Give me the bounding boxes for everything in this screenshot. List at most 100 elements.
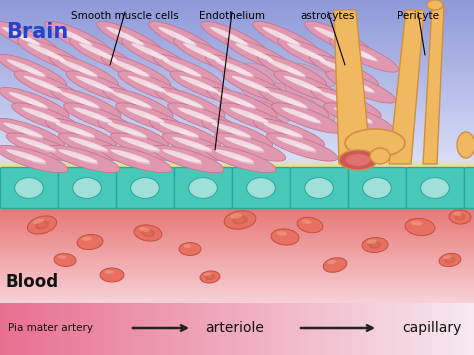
Ellipse shape [183,100,204,109]
Ellipse shape [215,60,253,76]
Ellipse shape [200,271,220,283]
Ellipse shape [152,203,157,208]
Ellipse shape [7,60,45,76]
Ellipse shape [298,203,303,208]
Ellipse shape [131,178,159,198]
Ellipse shape [262,27,300,45]
Ellipse shape [302,84,323,93]
Ellipse shape [183,244,191,248]
Ellipse shape [201,118,273,148]
Ellipse shape [250,84,271,93]
Ellipse shape [179,242,201,256]
Ellipse shape [439,253,461,267]
Ellipse shape [235,43,273,61]
Ellipse shape [125,36,145,46]
Ellipse shape [120,137,160,151]
Ellipse shape [253,21,321,56]
FancyBboxPatch shape [291,168,348,208]
Ellipse shape [58,133,130,161]
Ellipse shape [305,21,373,56]
Ellipse shape [367,203,372,208]
Ellipse shape [260,203,265,208]
Ellipse shape [100,268,124,282]
Ellipse shape [271,229,299,245]
Ellipse shape [222,71,292,103]
Ellipse shape [158,27,196,45]
Bar [0,168,474,208]
Ellipse shape [165,92,203,108]
FancyBboxPatch shape [174,168,233,208]
FancyBboxPatch shape [233,168,291,208]
Ellipse shape [214,133,286,161]
Ellipse shape [323,258,347,272]
Ellipse shape [0,87,69,119]
Ellipse shape [116,103,186,133]
Ellipse shape [183,43,221,61]
Ellipse shape [285,68,306,77]
Ellipse shape [77,157,99,165]
Ellipse shape [79,43,117,61]
Ellipse shape [27,100,48,109]
Ellipse shape [152,145,224,173]
Bar [0,168,474,170]
Ellipse shape [32,203,37,208]
Ellipse shape [87,145,109,153]
Ellipse shape [76,203,82,208]
Ellipse shape [352,115,374,124]
Ellipse shape [276,231,287,236]
Ellipse shape [228,203,233,208]
Ellipse shape [42,84,63,93]
Ellipse shape [163,60,201,76]
Ellipse shape [170,71,240,103]
Ellipse shape [259,87,329,119]
Ellipse shape [449,203,455,208]
Ellipse shape [46,52,66,62]
Ellipse shape [197,203,201,208]
Ellipse shape [311,87,381,119]
Ellipse shape [131,43,169,61]
Polygon shape [334,10,371,164]
Ellipse shape [217,92,255,108]
Ellipse shape [230,131,251,139]
Ellipse shape [94,84,115,93]
Ellipse shape [38,223,46,228]
Ellipse shape [100,145,172,173]
Ellipse shape [207,87,277,119]
Ellipse shape [254,203,258,208]
Ellipse shape [103,87,173,119]
Ellipse shape [38,203,44,208]
Ellipse shape [267,60,305,76]
Ellipse shape [219,103,291,133]
FancyBboxPatch shape [407,168,465,208]
Ellipse shape [430,203,436,208]
Ellipse shape [155,87,225,119]
FancyBboxPatch shape [348,168,407,208]
Ellipse shape [98,52,118,62]
Ellipse shape [139,145,161,153]
Ellipse shape [118,71,188,103]
Ellipse shape [89,203,94,208]
FancyBboxPatch shape [0,168,58,208]
Ellipse shape [141,229,155,237]
Ellipse shape [146,203,151,208]
Ellipse shape [449,210,471,224]
Ellipse shape [456,203,461,208]
Ellipse shape [178,108,217,122]
Ellipse shape [129,157,151,165]
FancyBboxPatch shape [117,168,174,208]
Ellipse shape [314,27,352,45]
Ellipse shape [361,203,366,208]
Ellipse shape [411,221,422,226]
Ellipse shape [70,203,75,208]
Ellipse shape [12,103,82,133]
Ellipse shape [113,92,151,108]
Ellipse shape [0,118,64,148]
Ellipse shape [0,203,6,208]
Ellipse shape [457,215,463,219]
Ellipse shape [323,203,328,208]
Ellipse shape [6,133,78,161]
Ellipse shape [210,27,248,45]
Ellipse shape [144,231,152,235]
Ellipse shape [82,236,92,241]
Ellipse shape [159,203,164,208]
